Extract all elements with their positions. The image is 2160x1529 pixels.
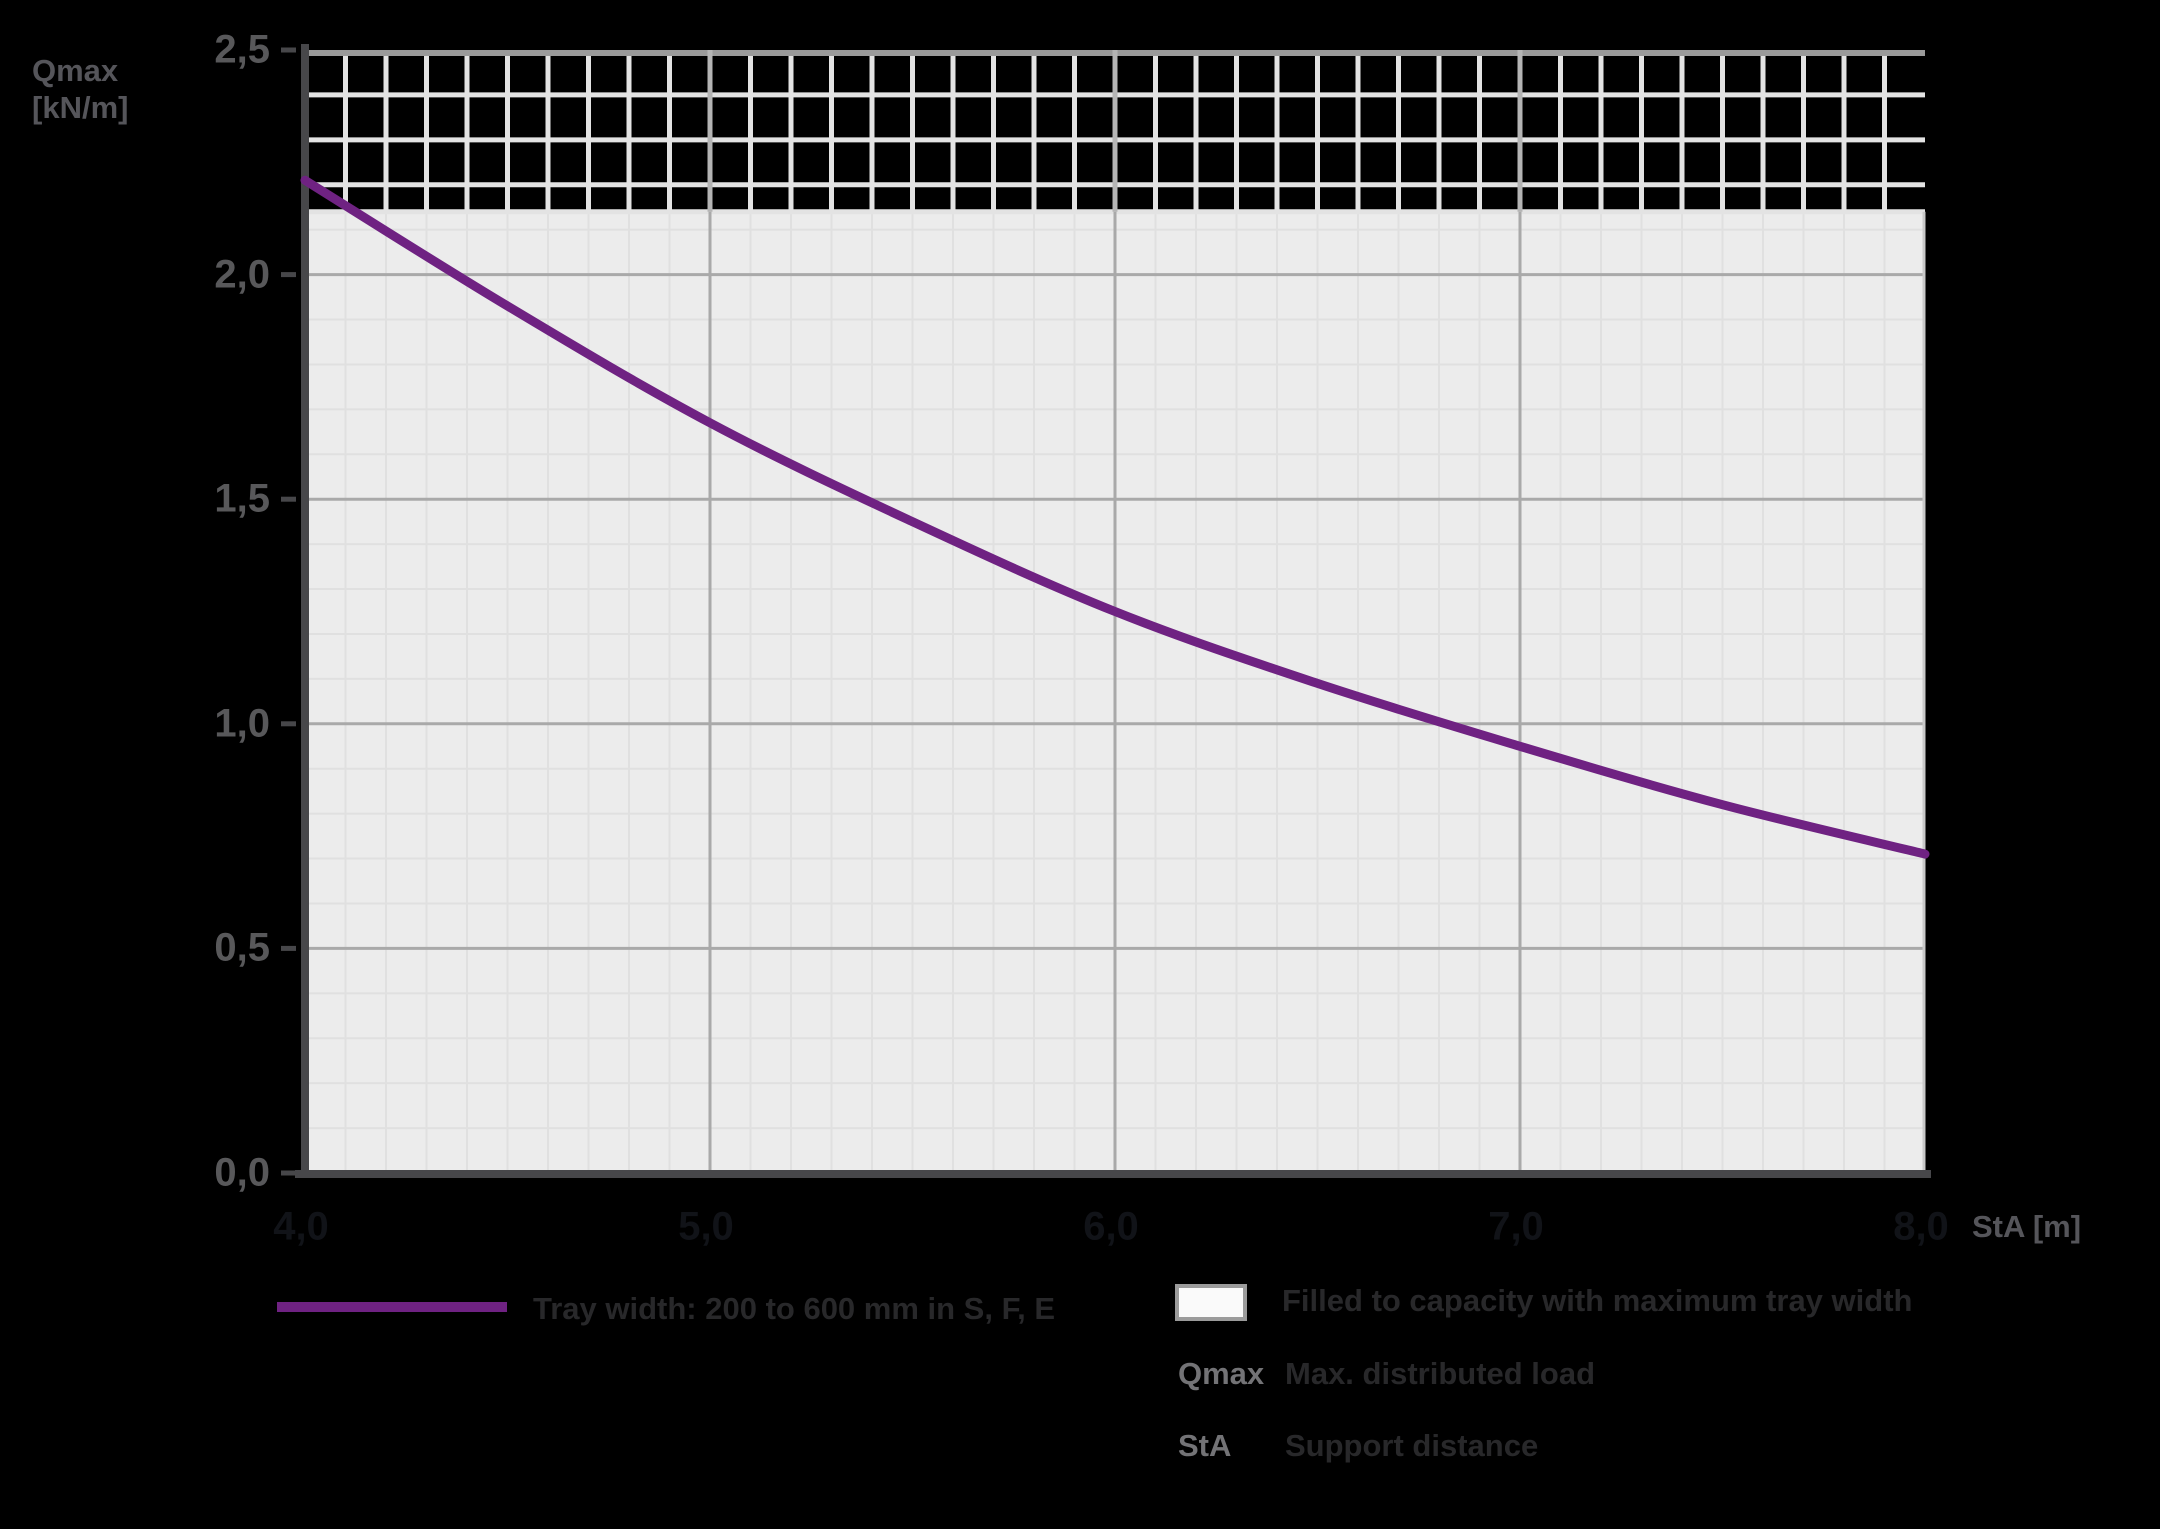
x-tick-label: 5,0	[678, 1204, 734, 1249]
legend-def-sta: Support distance	[1285, 1428, 1539, 1463]
y-tick-label: 0,5	[214, 925, 270, 970]
legend-key-qmax: Qmax	[1178, 1356, 1265, 1391]
y-tick-label: 1,5	[214, 476, 270, 521]
y-axis-title: Qmax [kN/m]	[32, 53, 129, 125]
series-legend-label: Tray width: 200 to 600 mm in S, F, E	[533, 1291, 1055, 1326]
capacity-band-swatch	[1175, 1284, 1247, 1321]
y-tick-label: 2,5	[214, 27, 270, 72]
series-line-swatch	[277, 1302, 507, 1312]
x-tick-label: 8,0	[1893, 1204, 1949, 1249]
y-tick-label: 0,0	[214, 1150, 270, 1195]
legend-key-sta: StA	[1178, 1428, 1232, 1463]
x-axis-title: StA [m]	[1972, 1209, 2082, 1244]
x-tick-label: 4,0	[273, 1204, 329, 1249]
y-tick-label: 2,0	[214, 252, 270, 297]
x-tick-label: 7,0	[1488, 1204, 1544, 1249]
chart-plot-area	[281, 44, 1931, 1178]
legend-def-qmax: Max. distributed load	[1285, 1356, 1596, 1391]
x-tick-label: 6,0	[1083, 1204, 1139, 1249]
capacity-band-legend-label: Filled to capacity with maximum tray wid…	[1282, 1283, 1913, 1318]
y-tick-label: 1,0	[214, 701, 270, 746]
